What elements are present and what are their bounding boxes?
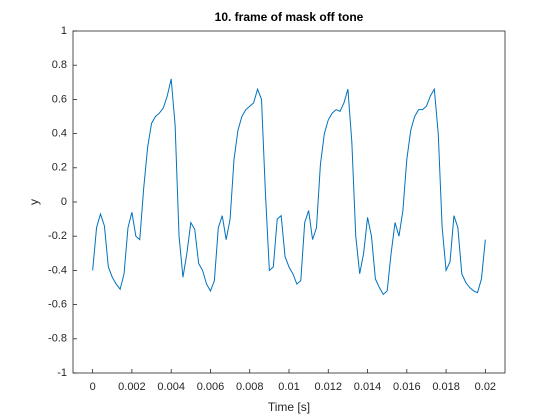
x-tick-label: 0.004 [157, 381, 185, 393]
x-tick-label: 0.01 [278, 381, 299, 393]
y-axis-label: y [27, 199, 41, 205]
x-axis-label: Time [s] [268, 400, 310, 414]
x-tick-label: 0.02 [475, 381, 496, 393]
x-tick-label: 0.008 [236, 381, 264, 393]
y-tick-label: -0.4 [48, 264, 67, 276]
x-tick-label: 0 [90, 381, 96, 393]
x-tick-label: 0.006 [197, 381, 225, 393]
x-tick-label: 0.012 [315, 381, 343, 393]
y-tick-label: 0.8 [52, 59, 67, 71]
y-tick-label: 0.6 [52, 93, 67, 105]
y-tick-label: -0.8 [48, 333, 67, 345]
y-tick-label: 0.4 [52, 128, 67, 140]
x-tick-label: 0.016 [393, 381, 421, 393]
y-tick-label: -0.6 [48, 299, 67, 311]
y-tick-label: -1 [57, 367, 67, 379]
data-line [92, 78, 486, 296]
y-tick-label: 0.2 [52, 162, 67, 174]
y-tick-label: 1 [61, 25, 67, 37]
chart-title: 10. frame of mask off tone [215, 10, 364, 24]
x-tick-label: 0.018 [432, 381, 460, 393]
x-tick-label: 0.014 [354, 381, 382, 393]
y-tick-label: 0 [61, 196, 67, 208]
axes-box [72, 30, 506, 374]
x-tick-label: 0.002 [118, 381, 146, 393]
y-tick-label: -0.2 [48, 230, 67, 242]
